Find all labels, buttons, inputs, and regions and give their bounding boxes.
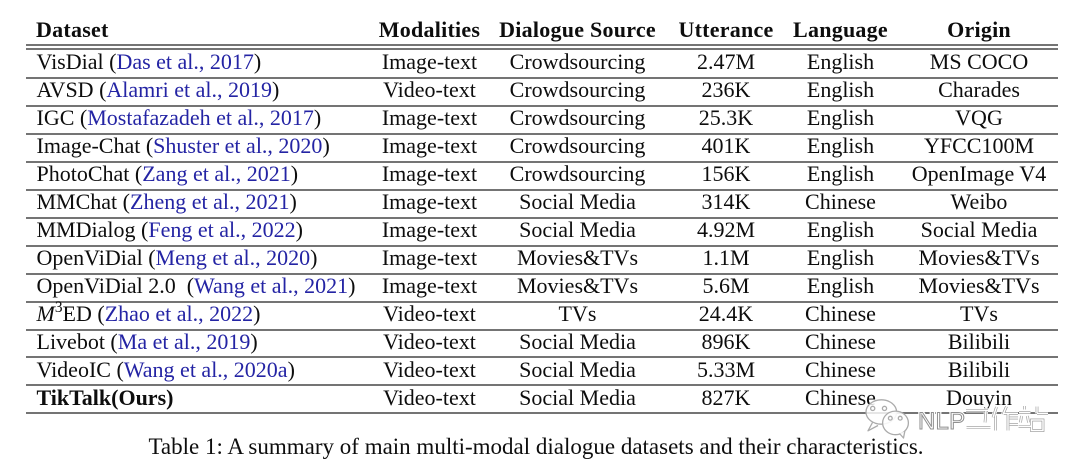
svg-text:NLP: NLP	[918, 408, 965, 435]
svg-text:NLP: NLP	[918, 408, 965, 435]
